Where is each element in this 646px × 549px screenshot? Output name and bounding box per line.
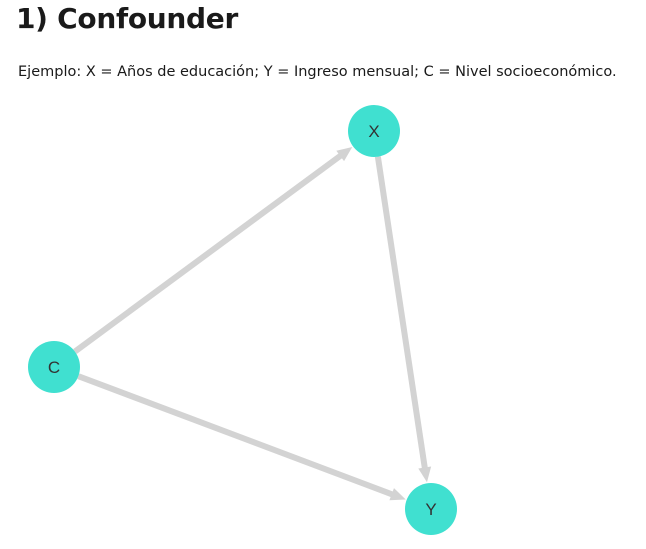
arrowhead [389, 488, 406, 501]
page-title: 1) Confounder [16, 2, 238, 35]
edge-line [73, 152, 344, 354]
node-c[interactable]: C [28, 341, 80, 393]
edge-x-to-y [374, 156, 432, 483]
edge-line [374, 156, 429, 470]
edge-layer [73, 147, 432, 501]
edge-line [77, 373, 395, 498]
node-circle[interactable] [28, 341, 80, 393]
edge-c-to-y [77, 373, 406, 501]
node-y[interactable]: Y [405, 483, 457, 535]
example-description: Ejemplo: X = Años de educación; Y = Ingr… [18, 64, 617, 80]
node-circle[interactable] [348, 105, 400, 157]
node-label: Y [425, 500, 436, 519]
edge-c-to-x [73, 147, 353, 354]
arrowhead [418, 466, 432, 483]
node-circle[interactable] [405, 483, 457, 535]
arrowhead [336, 147, 353, 162]
node-layer: X C Y [28, 105, 457, 535]
node-label: C [48, 358, 60, 377]
node-x[interactable]: X [348, 105, 400, 157]
node-label: X [368, 122, 379, 141]
